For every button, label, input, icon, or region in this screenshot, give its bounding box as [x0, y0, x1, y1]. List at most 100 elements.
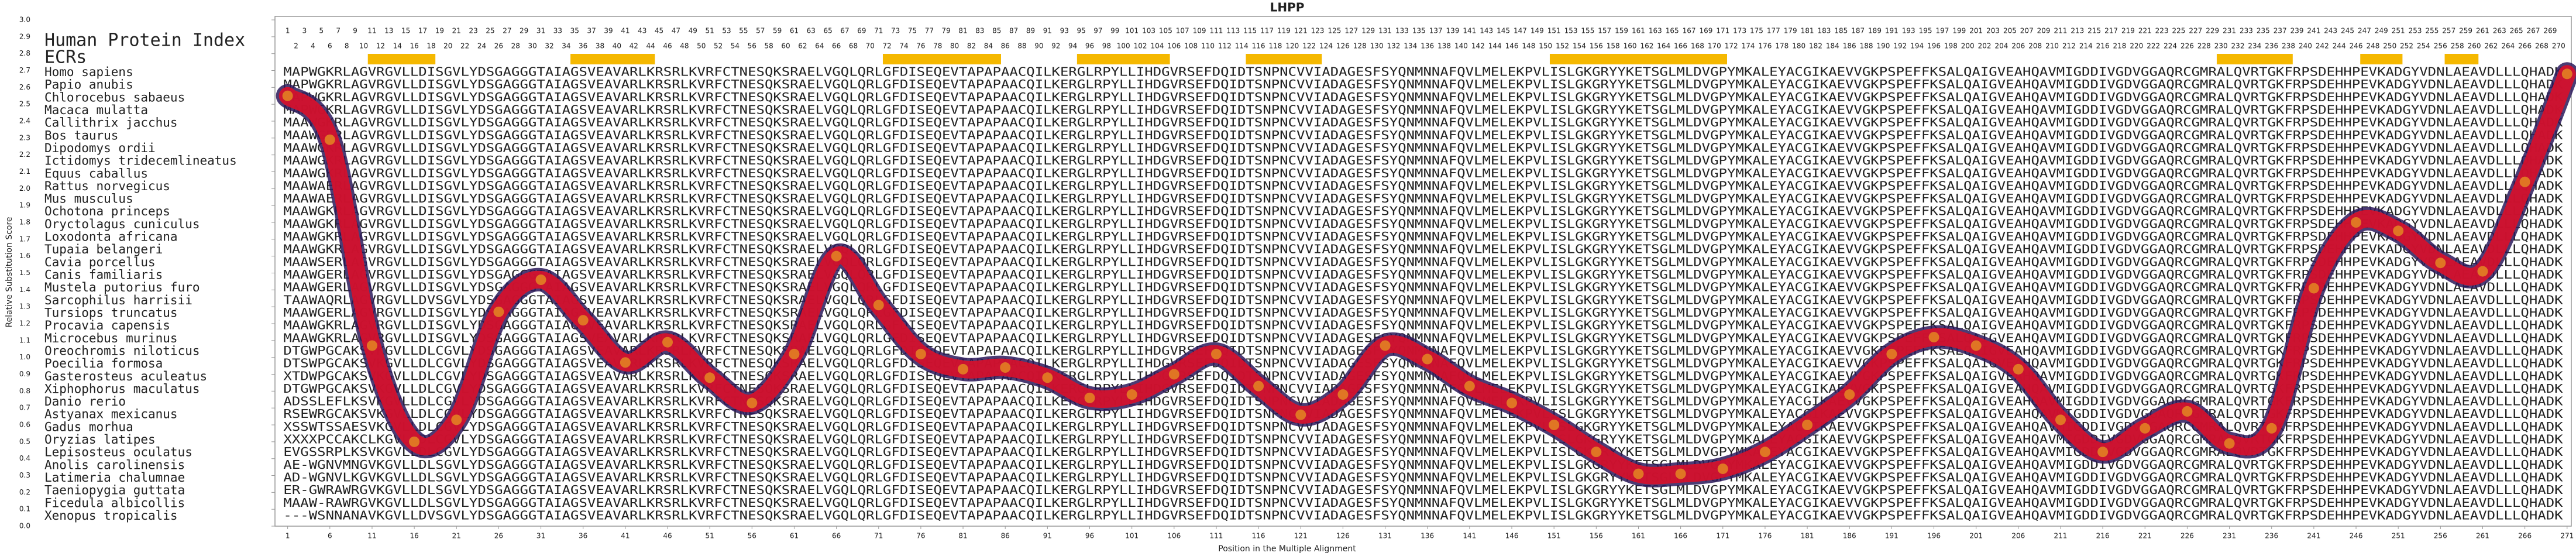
index-number: 151 [1547, 27, 1561, 35]
index-number: 207 [2020, 27, 2034, 35]
curve-point [2561, 68, 2572, 80]
index-number: 139 [1446, 27, 1460, 35]
index-number: 259 [2459, 27, 2472, 35]
index-number: 229 [2206, 27, 2219, 35]
index-number: 60 [781, 42, 790, 50]
index-number: 165 [1666, 27, 1679, 35]
index-number: 73 [891, 27, 900, 35]
index-number: 157 [1598, 27, 1611, 35]
index-number: 237 [2274, 27, 2287, 35]
x-tick-label: 41 [621, 532, 630, 540]
index-number: 243 [2324, 27, 2337, 35]
species-name: Oryctolagus cuniculus [44, 217, 200, 231]
index-header: Human Protein Index [44, 30, 245, 51]
index-number: 75 [908, 27, 917, 35]
x-tick-label: 26 [494, 532, 503, 540]
index-number: 6 [328, 42, 332, 50]
index-number: 134 [1404, 42, 1417, 50]
y-tick-label: 2.4 [19, 117, 30, 125]
index-number: 213 [2071, 27, 2084, 35]
curve-point [2477, 266, 2488, 277]
x-tick-label: 251 [2392, 532, 2405, 540]
species-name: Astyanax mexicanus [44, 407, 178, 421]
index-number: 18 [427, 42, 435, 50]
sequence: ADSSLEFLKSVKGVLLDLCGVLYDSGAGGGTAIAGSVEAV… [283, 394, 2563, 409]
index-number: 110 [1201, 42, 1215, 50]
index-number: 32 [545, 42, 553, 50]
curve-point [1675, 468, 1686, 479]
index-number: 84 [984, 42, 993, 50]
x-tick-label: 131 [1378, 532, 1392, 540]
index-number: 109 [1193, 27, 1206, 35]
index-number: 255 [2425, 27, 2439, 35]
index-number: 156 [1590, 42, 1603, 50]
sequence: MAAWGKRLAGVRGVLLDISGVLYDSGAGGGTAIAGSVEAV… [283, 115, 2563, 129]
index-number: 53 [722, 27, 731, 35]
index-number: 226 [2181, 42, 2194, 50]
index-number: 265 [2510, 27, 2523, 35]
index-number: 47 [672, 27, 680, 35]
sequence: AD-WGNVLKGVKGVLLDLSGVLYDSGAGGGTAIAGSVEAV… [283, 471, 2563, 485]
index-number: 3 [302, 27, 307, 35]
y-tick-label: 1.2 [19, 320, 30, 328]
index-number: 31 [536, 27, 545, 35]
index-number: 104 [1150, 42, 1164, 50]
curve-point [704, 372, 716, 383]
x-tick-label: 201 [1969, 532, 1983, 540]
index-number: 19 [435, 27, 444, 35]
sequence: MAPWGKRLAGVRGVLLDISGVLYDSGAGGGTAIAGSVEAV… [283, 65, 2563, 79]
y-tick-label: 2.3 [19, 133, 30, 142]
x-tick-label: 166 [1674, 532, 1687, 540]
x-tick-label: 151 [1547, 532, 1561, 540]
species-name: Gadus morhua [44, 420, 133, 434]
index-number: 262 [2484, 42, 2498, 50]
x-tick-label: 216 [2096, 532, 2110, 540]
index-number: 267 [2527, 27, 2540, 35]
curve-point [2351, 217, 2362, 228]
x-tick-label: 51 [706, 532, 714, 540]
index-number: 219 [2121, 27, 2135, 35]
index-number: 115 [1243, 27, 1257, 35]
index-number: 111 [1210, 27, 1223, 35]
index-number: 67 [840, 27, 849, 35]
plot-frame [274, 16, 2572, 527]
index-number: 136 [1421, 42, 1434, 50]
sequence: MAAWGKRLAGVRGVLLDISGVLYDSGAGGGTAIAGSVEAV… [283, 204, 2563, 218]
index-number: 42 [630, 42, 638, 50]
ecr-box [367, 54, 436, 64]
index-number: 206 [2011, 42, 2025, 50]
index-number: 77 [925, 27, 934, 35]
index-number: 268 [2535, 42, 2549, 50]
index-number: 152 [1556, 42, 1569, 50]
species-name: Lepisosteus oculatus [44, 445, 192, 459]
index-number: 71 [874, 27, 883, 35]
y-tick-label: 2.1 [19, 167, 30, 176]
y-tick-label: 1.6 [19, 252, 30, 260]
index-number: 217 [2104, 27, 2118, 35]
x-tick-label: 141 [1463, 532, 1476, 540]
index-number: 187 [1851, 27, 1865, 35]
index-number: 54 [731, 42, 740, 50]
index-number: 7 [336, 27, 341, 35]
species-name: Ficedula albicollis [44, 496, 185, 510]
index-number: 216 [2096, 42, 2110, 50]
index-number: 200 [1961, 42, 1975, 50]
curve-point [620, 357, 631, 368]
species-name: Homo sapiens [44, 65, 133, 79]
curve-point [324, 134, 335, 145]
y-tick-label: 0.7 [19, 404, 30, 412]
sequence: MAPWGKRLAGVRGVLLDISGVLYDSGAGGGTAIAGSVEAV… [283, 102, 2563, 116]
x-tick-label: 221 [2138, 532, 2152, 540]
index-number: 161 [1632, 27, 1645, 35]
ecr-box [2444, 54, 2479, 64]
x-tick-label: 241 [2307, 532, 2320, 540]
curve-point [915, 348, 926, 359]
index-number: 154 [1573, 42, 1586, 50]
index-number: 198 [1944, 42, 1958, 50]
species-name: Loxodonta africana [44, 230, 178, 244]
x-tick-label: 176 [1758, 532, 1772, 540]
index-number: 258 [2451, 42, 2464, 50]
index-number: 52 [714, 42, 723, 50]
index-number: 98 [1102, 42, 1111, 50]
index-number: 56 [748, 42, 756, 50]
